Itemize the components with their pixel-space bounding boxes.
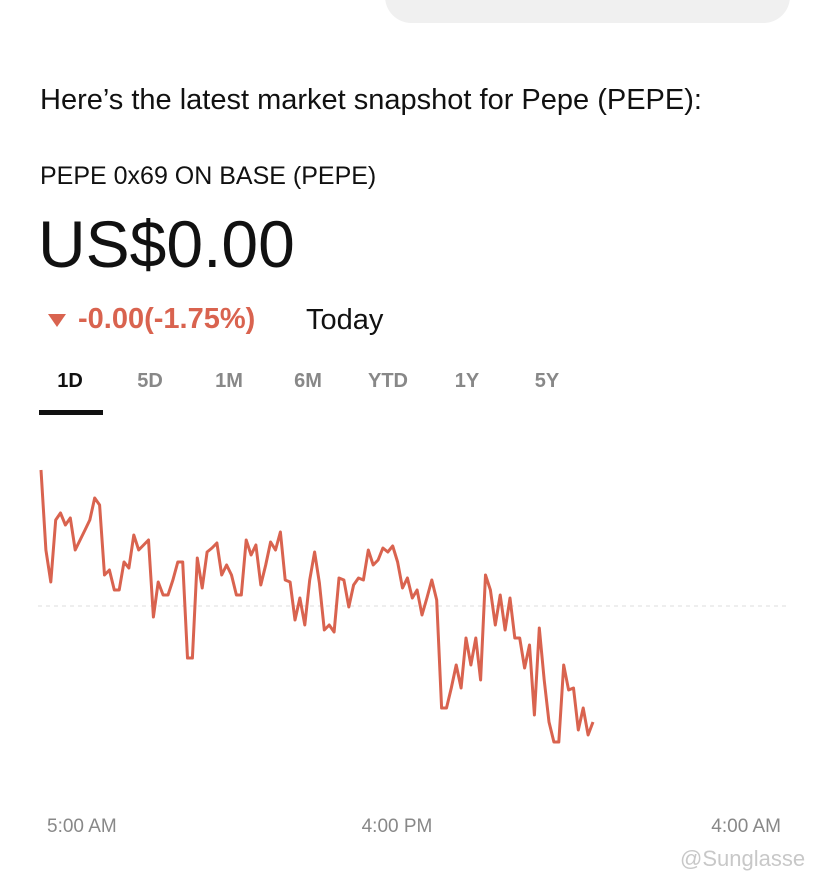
watermark: @Sunglasse xyxy=(680,846,806,871)
x-tick-label: 5:00 AM xyxy=(47,816,117,837)
tab[interactable]: 6M xyxy=(294,370,322,392)
tab[interactable]: 1Y xyxy=(454,370,480,392)
tab[interactable]: 1D xyxy=(57,370,83,392)
x-tick-label: 4:00 AM xyxy=(711,816,781,837)
asset-name: PEPE 0x69 ON BASE (PEPE) xyxy=(40,162,377,190)
price-line xyxy=(39,469,595,744)
tab[interactable]: 1M xyxy=(215,370,243,392)
price-change: -0.00(-1.75%) xyxy=(78,303,256,335)
intro-text: Here’s the latest market snapshot for Pe… xyxy=(40,84,702,116)
user-bubble xyxy=(385,0,790,23)
price: US$0.00 xyxy=(38,207,295,281)
tab[interactable]: 5D xyxy=(137,370,163,392)
x-tick-label: 4:00 PM xyxy=(362,816,433,837)
tab[interactable]: 5Y xyxy=(534,370,560,392)
down-arrow xyxy=(48,314,66,327)
period: Today xyxy=(306,304,384,336)
active-tab-underline xyxy=(39,410,103,415)
tab[interactable]: YTD xyxy=(368,370,408,392)
